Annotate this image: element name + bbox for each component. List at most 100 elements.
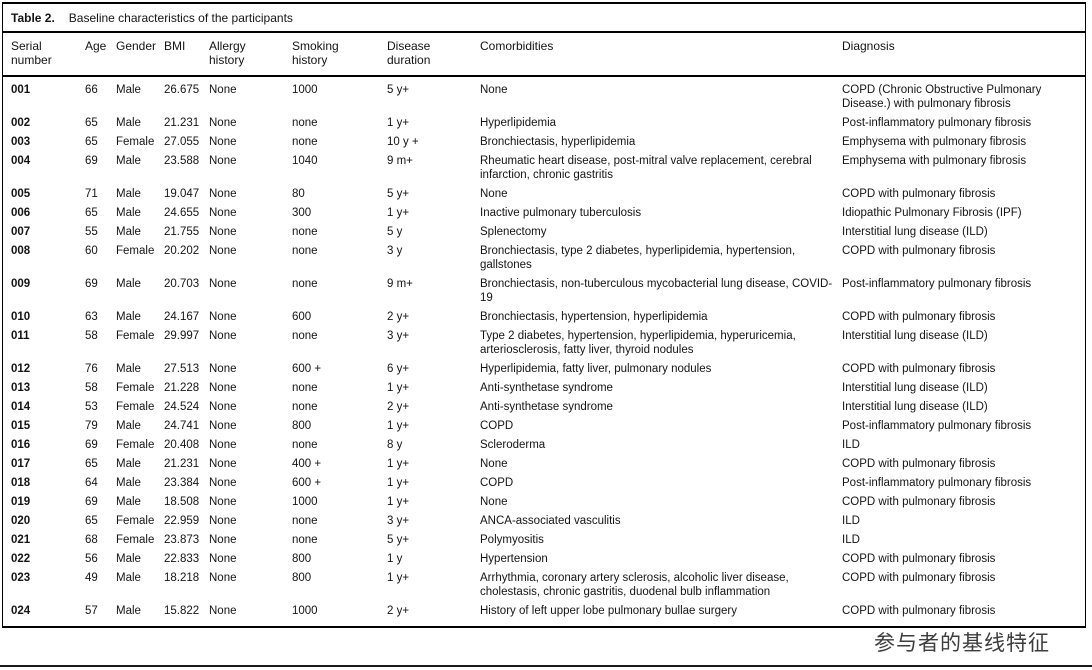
cell-allergy: None xyxy=(209,117,237,129)
cell-gender: Female xyxy=(116,439,155,451)
cell-age: 49 xyxy=(85,572,98,584)
table-title-label: Table 2. xyxy=(11,11,55,25)
cell-smoking: 1040 xyxy=(292,155,318,167)
cell-smoking: 300 xyxy=(292,207,312,219)
cell-diagnosis: Interstitial lung disease (ILD) xyxy=(842,401,988,413)
cell-allergy: None xyxy=(209,136,237,148)
baseline-characteristics-table: Serial number Age Gender BMI Allergy his… xyxy=(3,33,1085,626)
table-row: 006 65 Male 24.655 None 300 1 y+ Inactive pulmo… xyxy=(3,204,1085,223)
cell-duration: 1 y+ xyxy=(387,420,410,432)
cell-serial: 004 xyxy=(11,155,31,167)
col-smoking-history: Smoking history xyxy=(292,33,387,77)
cell-age: 55 xyxy=(85,226,98,238)
cell-comorbidities: Hyperlipidemia xyxy=(480,117,557,129)
table-row: 019 69 Male 18.508 None 1000 1 y+ None COPD with… xyxy=(3,493,1085,512)
cell-age: 58 xyxy=(85,330,98,342)
cell-comorbidities: Anti-synthetase syndrome xyxy=(480,401,613,413)
cell-allergy: None xyxy=(209,534,237,546)
cell-bmi: 23.588 xyxy=(164,155,200,167)
cell-allergy: None xyxy=(209,439,237,451)
cell-allergy: None xyxy=(209,245,237,257)
cell-smoking: 600 xyxy=(292,311,312,323)
cell-gender: Male xyxy=(116,496,141,508)
table-title-text: Baseline characteristics of the particip… xyxy=(68,11,293,25)
cell-serial: 015 xyxy=(11,420,31,432)
cell-serial: 017 xyxy=(11,458,31,470)
cell-diagnosis: COPD with pulmonary fibrosis xyxy=(842,311,996,323)
cell-serial: 023 xyxy=(11,572,31,584)
cell-comorbidities: Bronchiectasis, type 2 diabetes, hyperli… xyxy=(480,245,796,271)
cell-diagnosis: Interstitial lung disease (ILD) xyxy=(842,330,988,342)
cell-gender: Male xyxy=(116,572,141,584)
table2-frame: Table 2. Baseline characteristics of the … xyxy=(2,2,1086,628)
cell-serial: 018 xyxy=(11,477,31,489)
cell-duration: 5 y xyxy=(387,226,403,238)
table-row: 013 58 Female 21.228 None none 1 y+ Anti-synthe… xyxy=(3,379,1085,398)
cell-duration: 5 y+ xyxy=(387,84,410,96)
cell-bmi: 24.167 xyxy=(164,311,200,323)
cell-bmi: 20.408 xyxy=(164,439,200,451)
table-row: 007 55 Male 21.755 None none 5 y Splenectomy Int… xyxy=(3,223,1085,242)
cell-bmi: 19.047 xyxy=(164,188,200,200)
table-row: 008 60 Female 20.202 None none 3 y Bronchiectas… xyxy=(3,242,1085,275)
cell-diagnosis: Idiopathic Pulmonary Fibrosis (IPF) xyxy=(842,207,1022,219)
cell-allergy: None xyxy=(209,226,237,238)
cell-smoking: none xyxy=(292,382,318,394)
cell-comorbidities: ANCA-associated vasculitis xyxy=(480,515,621,527)
table-header: Serial number Age Gender BMI Allergy his… xyxy=(3,33,1085,77)
cell-bmi: 20.202 xyxy=(164,245,200,257)
cell-duration: 6 y+ xyxy=(387,363,410,375)
cell-duration: 1 y+ xyxy=(387,117,410,129)
cell-duration: 5 y+ xyxy=(387,188,410,200)
cell-gender: Male xyxy=(116,605,141,617)
cell-gender: Male xyxy=(116,458,141,470)
cell-age: 69 xyxy=(85,278,98,290)
cell-serial: 019 xyxy=(11,496,31,508)
cell-smoking: none xyxy=(292,534,318,546)
cell-smoking: 400 + xyxy=(292,458,322,470)
cell-age: 65 xyxy=(85,117,98,129)
cell-age: 65 xyxy=(85,458,98,470)
cell-gender: Male xyxy=(116,477,141,489)
cell-bmi: 23.384 xyxy=(164,477,200,489)
cell-allergy: None xyxy=(209,382,237,394)
cell-age: 68 xyxy=(85,534,98,546)
cell-diagnosis: COPD with pulmonary fibrosis xyxy=(842,245,996,257)
cell-allergy: None xyxy=(209,401,237,413)
cell-bmi: 21.755 xyxy=(164,226,200,238)
cell-serial: 014 xyxy=(11,401,31,413)
cell-allergy: None xyxy=(209,84,237,96)
cell-comorbidities: None xyxy=(480,458,508,470)
cell-comorbidities: Splenectomy xyxy=(480,226,547,238)
cell-age: 66 xyxy=(85,84,98,96)
cell-comorbidities: Hypertension xyxy=(480,553,548,565)
cell-gender: Female xyxy=(116,534,155,546)
cell-serial: 003 xyxy=(11,136,31,148)
cell-comorbidities: COPD xyxy=(480,477,514,489)
cell-gender: Male xyxy=(116,311,141,323)
cell-diagnosis: COPD with pulmonary fibrosis xyxy=(842,572,996,584)
cell-smoking: none xyxy=(292,136,318,148)
cell-diagnosis: ILD xyxy=(842,439,860,451)
cell-smoking: 800 xyxy=(292,420,312,432)
cell-allergy: None xyxy=(209,188,237,200)
cell-bmi: 27.055 xyxy=(164,136,200,148)
cell-serial: 020 xyxy=(11,515,31,527)
table-row: 002 65 Male 21.231 None none 1 y+ Hyperlipidemi… xyxy=(3,114,1085,133)
cell-comorbidities: Scleroderma xyxy=(480,439,546,451)
cell-allergy: None xyxy=(209,330,237,342)
cell-comorbidities: None xyxy=(480,188,508,200)
cell-bmi: 18.508 xyxy=(164,496,200,508)
cell-allergy: None xyxy=(209,420,237,432)
cell-smoking: none xyxy=(292,278,318,290)
cell-allergy: None xyxy=(209,278,237,290)
cell-comorbidities: Anti-synthetase syndrome xyxy=(480,382,613,394)
cell-bmi: 21.231 xyxy=(164,458,200,470)
cell-serial: 005 xyxy=(11,188,31,200)
col-allergy-history: Allergy history xyxy=(209,33,292,77)
col-bmi: BMI xyxy=(164,33,209,77)
cell-allergy: None xyxy=(209,477,237,489)
cell-gender: Female xyxy=(116,136,155,148)
table-row: 005 71 Male 19.047 None 80 5 y+ None COPD with p… xyxy=(3,185,1085,204)
table-row: 001 66 Male 26.675 None 1000 5 y+ None COPD (Chr… xyxy=(3,76,1085,114)
